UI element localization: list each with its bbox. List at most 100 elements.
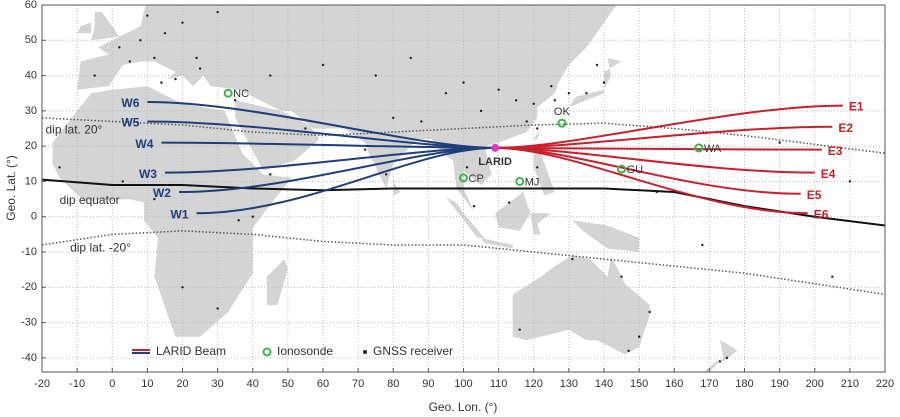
- gnss-receiver: [637, 335, 641, 338]
- x-tick-label: 110: [490, 378, 508, 390]
- x-tick-label: 50: [282, 378, 294, 390]
- beam-label: W5: [121, 116, 139, 130]
- gnss-receiver: [146, 14, 149, 17]
- gnss-receiver: [648, 310, 651, 314]
- landmass: [235, 100, 320, 171]
- gnss-receiver: [93, 74, 96, 77]
- gnss-receiver: [571, 257, 574, 261]
- gnss-receiver: [536, 166, 539, 169]
- ionosonde-label: NC: [233, 88, 249, 100]
- x-tick-label: 140: [595, 378, 613, 390]
- gnss-receiver: [160, 81, 163, 84]
- gnss-receiver: [497, 88, 500, 91]
- gnss-receiver: [518, 328, 521, 331]
- gnss-receiver: [363, 148, 367, 151]
- gnss-receiver: [462, 81, 465, 84]
- gnss-receiver: [58, 166, 61, 169]
- landmass: [703, 340, 738, 372]
- x-tick-label: 190: [770, 378, 788, 390]
- ionosonde: [459, 173, 468, 183]
- gnss-receiver: [153, 56, 156, 60]
- beam: [164, 146, 496, 174]
- x-tick-label: 160: [665, 378, 683, 390]
- gnss-receiver: [627, 349, 630, 353]
- x-tick-label: 220: [876, 378, 894, 390]
- landmass: [495, 192, 531, 231]
- gnss-receiver: [174, 77, 177, 81]
- ionosonde-label: WA: [704, 143, 722, 155]
- gnss-receiver: [163, 32, 167, 35]
- y-tick-label: 50: [25, 34, 37, 46]
- ionosonde: [223, 88, 233, 98]
- ionosonde-label: GU: [627, 164, 644, 176]
- gnss-receiver: [233, 99, 237, 102]
- gnss-receiver: [444, 92, 448, 95]
- gnss-receiver: [128, 60, 132, 63]
- landmass: [91, 12, 120, 41]
- gnss-receiver: [602, 81, 606, 84]
- x-axis-label: Geo. Lon. (°): [429, 400, 498, 414]
- landmass: [533, 128, 541, 140]
- ionosonde-label: MJ: [525, 176, 540, 188]
- landmass: [77, 22, 92, 34]
- gnss-receiver: [420, 120, 423, 123]
- beam: [495, 146, 815, 174]
- landmass: [77, 5, 617, 212]
- ionosonde: [515, 176, 525, 186]
- landmass: [266, 259, 288, 305]
- x-tick-label: 40: [247, 378, 259, 390]
- gnss-receiver: [553, 99, 557, 102]
- gnss-receiver: [725, 356, 729, 360]
- x-tick-label: 90: [422, 378, 434, 390]
- gnss-receiver: [153, 197, 156, 201]
- y-tick-label: -20: [21, 281, 37, 293]
- landmass: [52, 86, 292, 337]
- gnss-receiver: [507, 201, 511, 204]
- beam: [196, 146, 496, 215]
- gnss-receiver: [525, 120, 528, 123]
- x-tick-label: 200: [806, 378, 824, 390]
- legend-swatch: [262, 347, 272, 357]
- gnss-receiver: [385, 173, 388, 176]
- gnss-receiver: [251, 215, 254, 218]
- beam-label: W2: [153, 186, 171, 200]
- labels: -20 -10 0 10 20 30 40 50 60 70 80 90 100 110 120 130 140…: [21, 0, 894, 390]
- gnss-receiver: [269, 74, 272, 77]
- y-tick-label: 30: [25, 105, 37, 117]
- gnss-receiver: [195, 56, 198, 60]
- beam-label: E3: [828, 144, 843, 158]
- beam: [495, 146, 822, 151]
- beam: [495, 125, 833, 149]
- beam-label: W1: [171, 207, 189, 221]
- y-tick-label: -10: [21, 246, 37, 258]
- gnss-receiver: [550, 84, 553, 88]
- beam-label: E4: [821, 167, 836, 181]
- beam-label: W6: [121, 96, 139, 110]
- gnss-receiver: [567, 92, 571, 95]
- gnss-receiver: [216, 307, 219, 310]
- gnss-receiver: [181, 21, 184, 24]
- y-tick-label: 20: [25, 140, 37, 152]
- y-tick-label: 40: [25, 69, 37, 81]
- data-layer: dip lat. 20° dip equator dip lat. -20°: [42, 10, 885, 363]
- legend-label: GNSS receiver: [373, 344, 453, 358]
- gnss-receiver: [536, 127, 539, 130]
- x-tick-label: 20: [176, 378, 188, 390]
- larid-site: [491, 143, 500, 152]
- x-tick-label: 120: [525, 378, 543, 390]
- gnss-receiver: [718, 360, 722, 363]
- beam: [147, 101, 496, 149]
- y-tick-label: 0: [31, 211, 37, 223]
- ionosonde: [694, 143, 704, 153]
- gnss-receiver: [848, 180, 852, 183]
- x-tick-label: 150: [630, 378, 648, 390]
- x-tick-label: 210: [841, 378, 859, 390]
- x-tick-label: 130: [560, 378, 578, 390]
- gnss-receiver: [532, 102, 535, 106]
- gnss-receiver: [409, 56, 413, 60]
- y-axis-label: Geo. Lat. (°): [4, 155, 18, 221]
- landmass: [572, 220, 640, 253]
- gnss-receiver: [321, 63, 325, 67]
- legend-label: Ionosonde: [277, 344, 333, 358]
